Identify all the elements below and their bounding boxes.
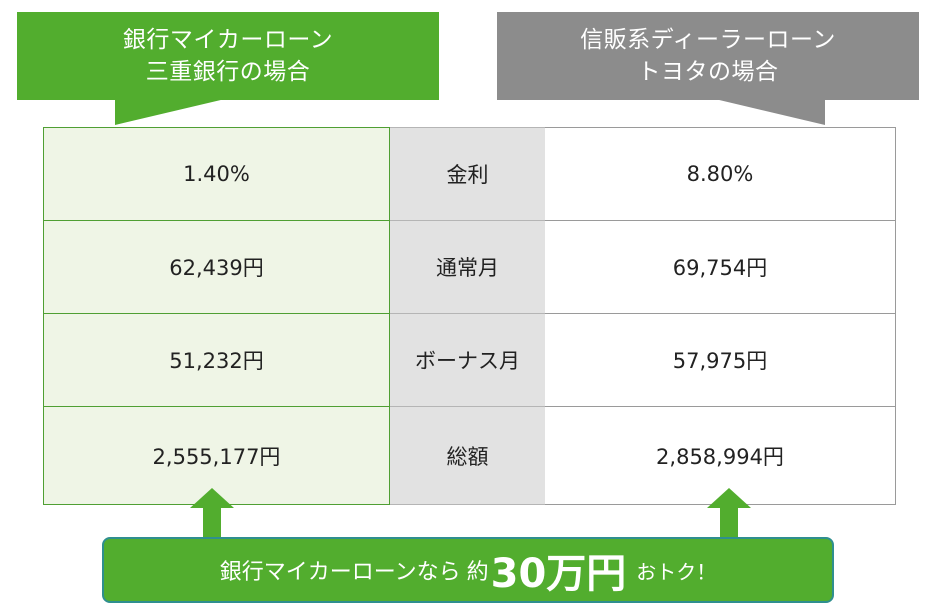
savings-banner: 銀行マイカーローンなら 約 30万円 おトク！ — [102, 537, 834, 603]
dealer-loan-header-box: 信販系ディーラーローン トヨタの場合 — [497, 12, 919, 100]
bank-loan-header-box: 銀行マイカーローン 三重銀行の場合 — [17, 12, 439, 100]
comparison-table: 1.40% 金利 8.80% 62,439円 通常月 69,754円 51,23… — [43, 127, 896, 505]
savings-amount: 30万円 — [490, 551, 627, 597]
arrow-head — [707, 488, 751, 508]
dealer-loan-title: 信販系ディーラーローン — [580, 27, 836, 53]
bank-bonus-payment: 51,232円 — [43, 313, 390, 407]
arrow-head — [190, 488, 234, 508]
dealer-loan-header: 信販系ディーラーローン トヨタの場合 — [497, 12, 919, 125]
dealer-monthly-payment: 69,754円 — [545, 220, 896, 314]
table-row: 51,232円 ボーナス月 57,975円 — [43, 313, 896, 407]
row-label-monthly: 通常月 — [389, 220, 545, 314]
table-row: 1.40% 金利 8.80% — [43, 127, 896, 221]
row-label-total: 総額 — [389, 406, 545, 505]
bank-loan-subtitle: 三重銀行の場合 — [145, 59, 311, 85]
dealer-bonus-payment: 57,975円 — [545, 313, 896, 407]
savings-approx: 約 — [466, 560, 489, 585]
bank-interest-rate: 1.40% — [43, 127, 390, 221]
row-label-interest-rate: 金利 — [389, 127, 545, 221]
dealer-loan-subtitle: トヨタの場合 — [637, 59, 779, 85]
dealer-callout-pointer — [715, 99, 825, 125]
dealer-interest-rate: 8.80% — [545, 127, 896, 221]
table-row: 62,439円 通常月 69,754円 — [43, 220, 896, 314]
savings-prefix: 銀行マイカーローンなら — [219, 560, 461, 585]
savings-suffix: おトク！ — [636, 559, 717, 584]
bank-monthly-payment: 62,439円 — [43, 220, 390, 314]
row-label-bonus-month: ボーナス月 — [389, 313, 545, 407]
bank-loan-header: 銀行マイカーローン 三重銀行の場合 — [17, 12, 439, 125]
bank-loan-title: 銀行マイカーローン — [122, 27, 334, 53]
bank-callout-pointer — [115, 99, 225, 125]
table-row: 2,555,177円 総額 2,858,994円 — [43, 406, 896, 505]
